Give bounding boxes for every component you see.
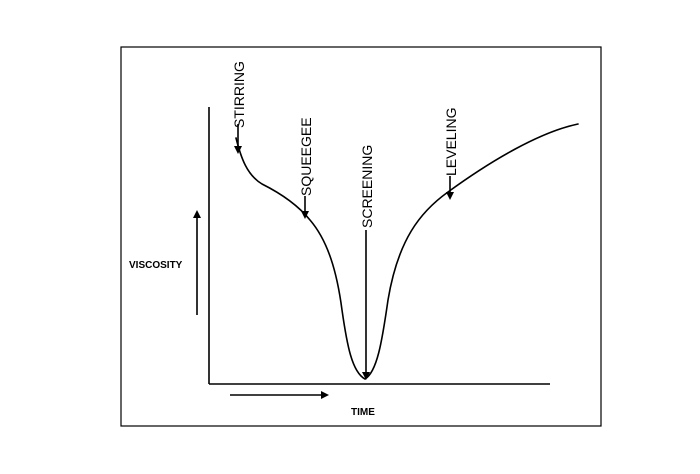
stage-label-stirring: STIRRING <box>231 61 247 128</box>
stage-label-squeegee: SQUEEGEE <box>298 117 314 196</box>
viscosity-curve <box>235 123 579 380</box>
x-axis-label: TIME <box>351 407 375 418</box>
figure-frame <box>120 46 602 427</box>
stage-label-screening: SCREENING <box>359 145 375 228</box>
stage-label-leveling: LEVELING <box>443 108 459 176</box>
y-axis-label: VISCOSITY <box>129 260 183 271</box>
